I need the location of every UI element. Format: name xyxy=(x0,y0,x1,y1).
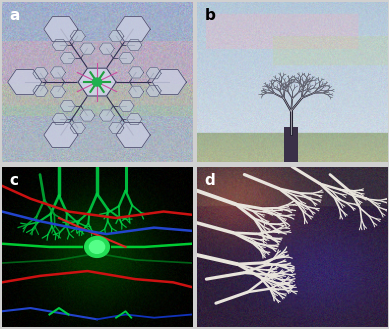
Bar xyxy=(284,127,298,163)
Polygon shape xyxy=(78,68,116,96)
Polygon shape xyxy=(119,53,134,64)
Polygon shape xyxy=(99,110,114,121)
Polygon shape xyxy=(80,110,95,121)
Circle shape xyxy=(85,237,109,257)
Polygon shape xyxy=(128,67,144,78)
Polygon shape xyxy=(33,68,48,79)
Circle shape xyxy=(92,78,102,86)
Text: d: d xyxy=(205,173,215,188)
Polygon shape xyxy=(70,122,85,134)
Polygon shape xyxy=(70,31,85,42)
Text: a: a xyxy=(10,8,20,23)
Polygon shape xyxy=(50,67,65,78)
Polygon shape xyxy=(127,114,142,125)
Polygon shape xyxy=(52,114,67,125)
Polygon shape xyxy=(152,69,186,95)
Polygon shape xyxy=(80,43,95,54)
Polygon shape xyxy=(127,39,142,51)
Text: c: c xyxy=(10,173,19,188)
Polygon shape xyxy=(33,85,48,96)
Text: b: b xyxy=(205,8,216,23)
Polygon shape xyxy=(99,43,114,54)
Polygon shape xyxy=(50,86,65,97)
Polygon shape xyxy=(44,122,78,147)
Polygon shape xyxy=(109,122,124,134)
Polygon shape xyxy=(116,122,150,147)
Polygon shape xyxy=(52,39,67,51)
Polygon shape xyxy=(119,100,134,112)
Polygon shape xyxy=(146,68,161,79)
Polygon shape xyxy=(146,85,161,96)
Polygon shape xyxy=(8,69,42,95)
Polygon shape xyxy=(44,16,78,42)
Polygon shape xyxy=(60,53,75,64)
Polygon shape xyxy=(60,100,75,112)
Polygon shape xyxy=(109,31,124,42)
Circle shape xyxy=(89,240,105,253)
Polygon shape xyxy=(116,16,150,42)
Polygon shape xyxy=(128,86,144,97)
